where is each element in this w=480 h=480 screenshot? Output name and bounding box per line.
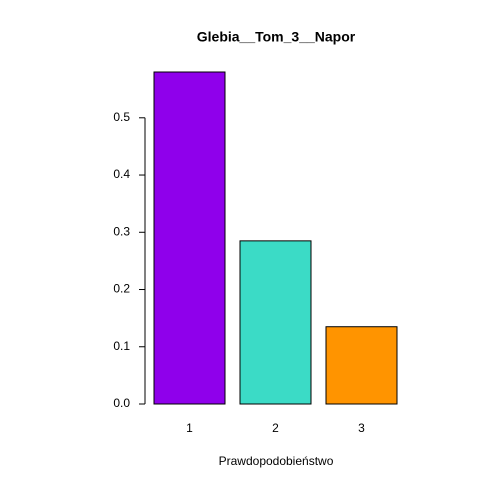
y-tick-label: 0.1 xyxy=(113,339,130,353)
y-tick-label: 0.4 xyxy=(113,167,130,181)
x-tick-label: 1 xyxy=(186,421,193,435)
x-tick-label: 2 xyxy=(272,421,279,435)
y-tick-label: 0.0 xyxy=(113,396,130,410)
y-tick-label: 0.3 xyxy=(113,224,130,238)
bar xyxy=(239,240,312,405)
x-tick-label: 3 xyxy=(358,421,365,435)
chart-title: Glebia__Tom_3__Napor xyxy=(197,29,356,45)
bar xyxy=(153,71,226,405)
y-tick-label: 0.2 xyxy=(113,282,130,296)
x-axis-label: Prawdopodobieństwo xyxy=(219,454,334,468)
y-tick-label: 0.5 xyxy=(113,110,130,124)
bar xyxy=(325,326,398,405)
